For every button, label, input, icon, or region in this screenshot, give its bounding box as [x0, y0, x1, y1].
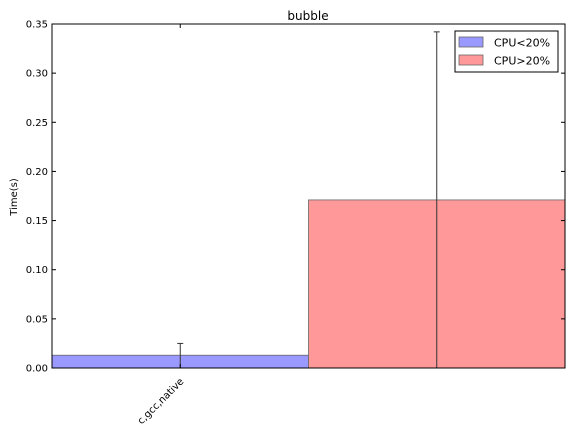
y-tick-label: 0.10: [26, 265, 48, 276]
bars-group: [51, 199, 566, 369]
y-tick-label: 0.00: [26, 364, 48, 375]
legend-label: CPU<20%: [494, 37, 550, 50]
legend-swatch: [458, 36, 484, 48]
plot-frame: [51, 23, 566, 369]
y-tick-label: 0.15: [26, 216, 48, 227]
y-axis: 0.00 0.05 0.10 0.15 0.20 0.25 0.30 0.35: [26, 20, 565, 375]
y-tick-label: 0.25: [26, 118, 48, 129]
y-axis-label: Time(s): [9, 178, 20, 217]
y-tick-label: 0.35: [26, 20, 48, 31]
error-bars-group: [177, 31, 440, 368]
legend: CPU<20% CPU>20%: [454, 30, 559, 73]
legend-label: CPU>20%: [494, 55, 550, 68]
x-tick-label: c,gcc,native: [136, 376, 187, 427]
legend-swatch: [458, 54, 484, 66]
y-tick-label: 0.05: [26, 314, 48, 325]
y-tick-label: 0.20: [26, 167, 48, 178]
y-tick-label: 0.30: [26, 69, 48, 80]
chart-title: bubble: [287, 9, 328, 23]
